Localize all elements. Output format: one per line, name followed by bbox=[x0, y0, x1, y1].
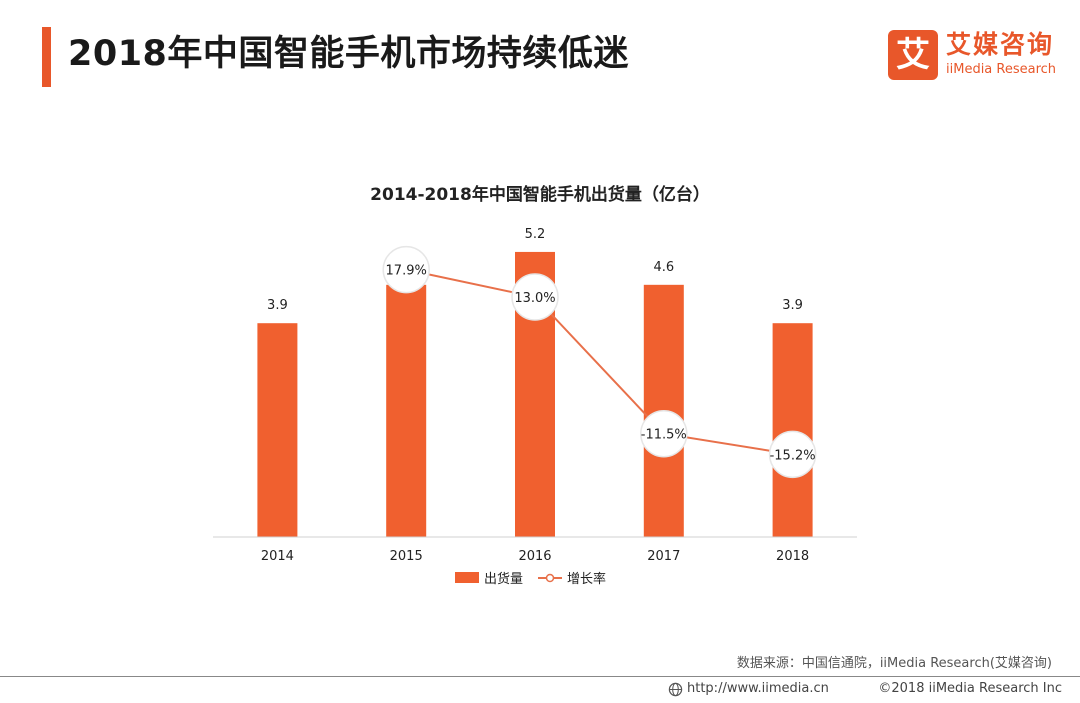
x-tick-label: 2017 bbox=[647, 549, 680, 564]
x-tick-label: 2014 bbox=[261, 549, 294, 564]
bar-value-label: 5.2 bbox=[525, 227, 546, 242]
growth-marker-2015 bbox=[382, 245, 430, 294]
footer-copyright: ©2018 iiMedia Research Inc bbox=[878, 681, 1062, 696]
growth-value-label: 17.9% bbox=[386, 264, 427, 279]
growth-marker-2017 bbox=[640, 409, 688, 458]
x-tick-label: 2018 bbox=[776, 549, 809, 564]
logo-name-en: iiMedia Research bbox=[946, 62, 1057, 77]
x-tick-label: 2015 bbox=[390, 549, 423, 564]
page-title: 2018年中国智能手机市场持续低迷 bbox=[68, 34, 629, 74]
growth-rate-line bbox=[405, 268, 793, 456]
growth-value-label: -15.2% bbox=[770, 448, 816, 463]
growth-value-label: -11.5% bbox=[641, 428, 687, 443]
iimedia-logo: 艾 艾媒咨询 iiMedia Research bbox=[888, 30, 1068, 82]
bar-value-label: 4.6 bbox=[653, 260, 674, 275]
shipment-chart: 2014-2018年中国智能手机出货量（亿台）3.94.65.24.63.920… bbox=[213, 184, 857, 587]
bar-2014 bbox=[257, 323, 298, 537]
legend-bar-label: 出货量 bbox=[484, 571, 523, 587]
growth-marker-2018 bbox=[768, 430, 817, 479]
bar-value-label: 3.9 bbox=[782, 298, 803, 313]
growth-marker-2016 bbox=[511, 273, 559, 321]
footer-website[interactable]: http://www.iimedia.cn bbox=[668, 681, 829, 697]
legend-bar-swatch bbox=[455, 572, 479, 583]
data-source: 数据来源：中国信通院，iiMedia Research(艾媒咨询) bbox=[736, 656, 1052, 671]
legend-line-marker bbox=[545, 573, 555, 583]
footer-url-text[interactable]: http://www.iimedia.cn bbox=[687, 681, 829, 696]
x-tick-label: 2016 bbox=[518, 549, 551, 564]
bar-2015 bbox=[386, 284, 427, 537]
legend-line-label: 增长率 bbox=[567, 571, 606, 587]
title-accent-bar bbox=[42, 27, 51, 87]
bar-2018 bbox=[772, 323, 813, 537]
growth-value-label: 13.0% bbox=[514, 291, 555, 306]
chart-title: 2014-2018年中国智能手机出货量（亿台） bbox=[370, 184, 710, 205]
bar-value-label: 3.9 bbox=[267, 298, 288, 313]
footer-divider bbox=[0, 676, 1080, 677]
logo-name-cn: 艾媒咨询 bbox=[946, 30, 1055, 59]
logo-mark: 艾 bbox=[888, 30, 938, 80]
globe-icon bbox=[668, 682, 683, 696]
